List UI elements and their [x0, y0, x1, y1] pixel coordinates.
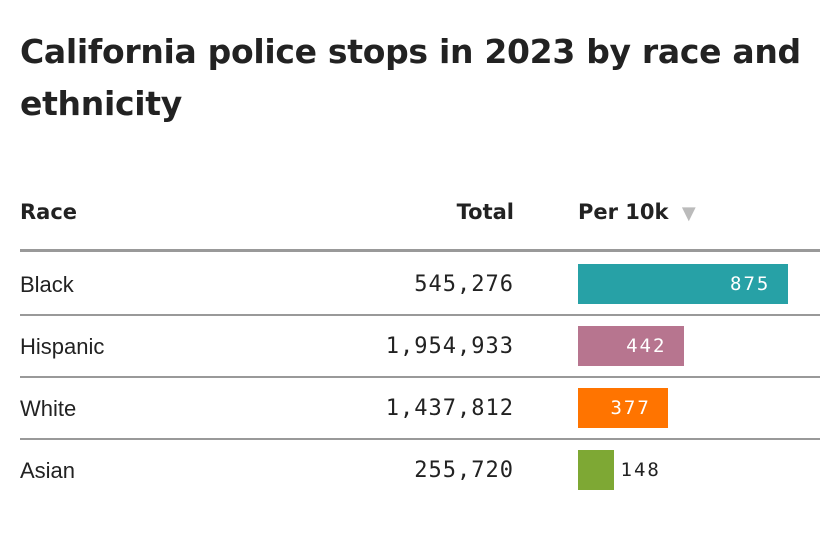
row-divider: [20, 314, 820, 316]
header-divider: [20, 249, 820, 252]
row-divider: [20, 438, 820, 440]
chart-title: California police stops in 2023 by race …: [20, 32, 801, 123]
per10k-bar: [578, 326, 685, 366]
per10k-bar: [578, 264, 788, 304]
per10k-value: 442: [626, 335, 667, 357]
per10k-value: 377: [610, 397, 651, 419]
per10k-bar: [578, 450, 614, 490]
total-cell: 255,720: [414, 458, 514, 483]
total-cell: 1,954,933: [385, 334, 514, 359]
per10k-label: Per 10k: [578, 200, 669, 224]
per10k-bar: [578, 388, 669, 428]
column-header-per10k[interactable]: Per 10k ▼: [578, 200, 696, 224]
column-header-race[interactable]: Race: [20, 200, 78, 224]
race-cell: Asian: [20, 458, 76, 483]
sort-down-icon[interactable]: ▼: [681, 203, 696, 224]
race-cell: Black: [20, 272, 74, 297]
total-cell: 545,276: [414, 272, 514, 297]
race-cell: White: [20, 396, 77, 421]
per10k-value: 875: [730, 273, 771, 295]
row-divider: [20, 376, 820, 378]
race-cell: Hispanic: [20, 334, 105, 359]
per10k-value: 148: [620, 459, 661, 481]
total-cell: 1,437,812: [385, 396, 514, 421]
column-header-total[interactable]: Total: [456, 200, 514, 224]
